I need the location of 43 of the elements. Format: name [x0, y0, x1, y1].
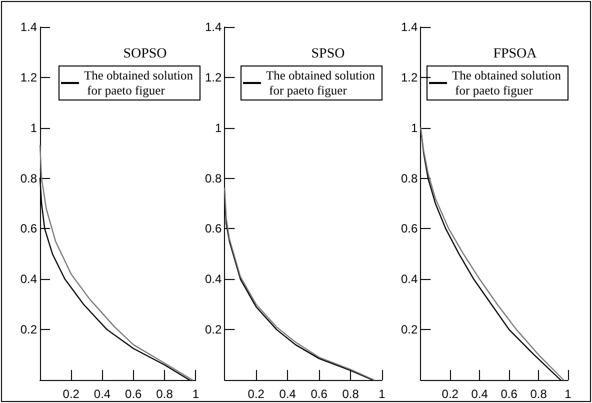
y-tick-label: 0.4: [400, 272, 418, 286]
y-tick-label: 0.6: [400, 222, 418, 236]
x-tick-label: 1: [192, 387, 200, 401]
x-tick-label: 0.2: [62, 387, 80, 401]
y-tick-label: 0.4: [20, 272, 38, 286]
y-tick-label: 1.2: [400, 70, 418, 84]
y-tick-label: 0.8: [20, 171, 38, 186]
x-tick-label: 0.6: [500, 387, 518, 401]
y-tick-label: 1.4: [204, 20, 222, 34]
x-tick-label: 0.4: [94, 387, 111, 401]
x-tick-label: 0.6: [310, 387, 328, 401]
y-tick-label: 0.2: [400, 322, 418, 337]
x-tick-label: 0.4: [279, 387, 296, 401]
y-tick-label: 1: [214, 120, 222, 135]
y-tick-label: 0.6: [204, 222, 222, 236]
y-tick-label: 1: [410, 120, 418, 135]
x-tick-label: 0.6: [125, 387, 142, 401]
text: SPSO: [311, 46, 345, 62]
legend-label: The obtained solution for paeto figuer: [266, 68, 376, 98]
text: FPSOA: [493, 46, 538, 62]
y-tick-label: 1.2: [20, 70, 38, 84]
x-tick-label: 0.2: [248, 387, 265, 401]
x-tick-label: 0.8: [342, 387, 360, 401]
y-tick-label: 1.2: [204, 70, 222, 84]
y-tick-label: 0.4: [204, 272, 222, 286]
text: SOPSO: [123, 46, 167, 62]
x-tick-label: 1: [564, 387, 572, 401]
y-tick-label: 1.4: [400, 20, 418, 34]
x-tick-label: 1: [378, 387, 386, 401]
y-tick-label: 0.2: [20, 322, 38, 337]
legend-label: The obtained solution for paeto figuer: [452, 68, 562, 98]
x-tick-label: 0.4: [471, 387, 488, 401]
x-tick-label: 0.8: [530, 387, 548, 401]
y-tick-label: 0.2: [204, 322, 222, 337]
y-tick-label: 1: [30, 120, 38, 135]
y-tick-label: 0.8: [400, 171, 418, 186]
line-series: [39, 144, 194, 381]
y-tick-label: 0.6: [20, 222, 38, 236]
y-tick-label: 1.4: [20, 20, 38, 34]
y-tick-label: 0.8: [204, 171, 222, 186]
legend-label: The obtained solution for paeto figuer: [84, 68, 194, 98]
x-tick-label: 0.2: [442, 387, 459, 401]
x-tick-label: 0.8: [156, 387, 174, 401]
